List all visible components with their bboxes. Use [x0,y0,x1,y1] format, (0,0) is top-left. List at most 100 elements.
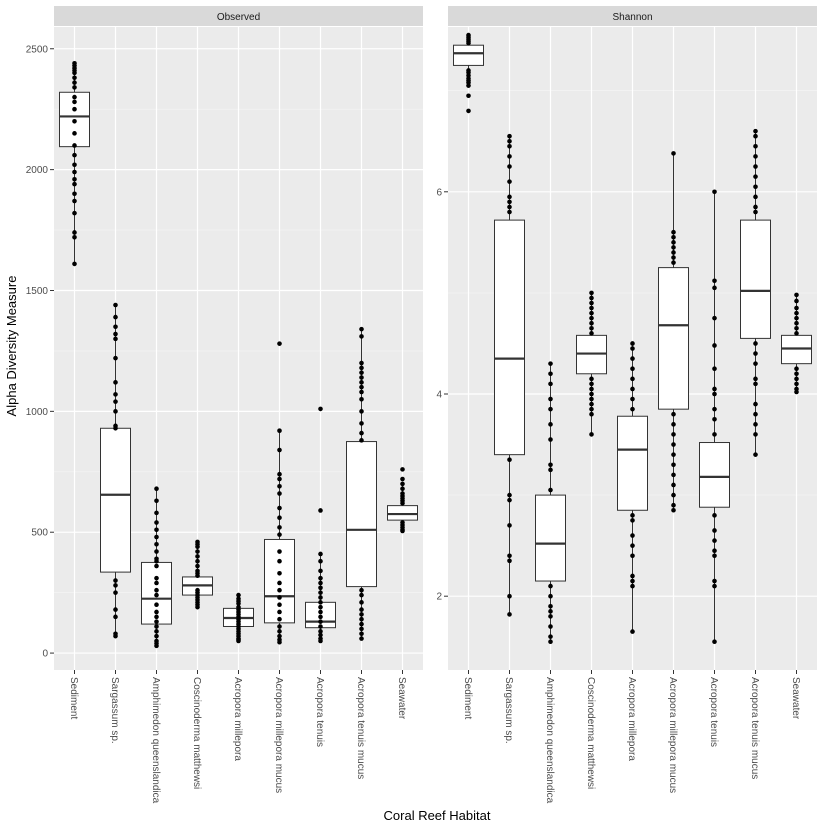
y-tick-label: 1500 [26,286,49,297]
data-point [753,401,758,407]
data-point [236,592,241,598]
x-tick-label: Acropora millepora [232,677,243,761]
data-point [753,154,758,159]
data-point [113,607,118,612]
data-point [154,592,159,598]
data-point [466,83,471,88]
data-point [318,619,323,624]
data-point [277,447,282,453]
data-point [154,558,159,564]
data-point [589,295,594,301]
data-point [507,558,512,564]
data-point [589,331,594,336]
box-amphimedon-queenslandica [141,486,172,649]
data-point [671,240,676,245]
facet-strip [448,6,817,26]
data-point [277,428,282,433]
data-point [277,483,282,489]
iqr-box [100,427,131,573]
data-point [72,162,77,168]
data-point [753,381,758,387]
data-point [113,314,118,320]
data-point [548,406,553,412]
data-point [507,457,512,463]
data-point [548,634,553,639]
data-point [400,528,405,534]
iqr-box [387,505,418,521]
data-point [753,133,758,139]
x-tick-label: Acropora millepora [626,677,637,761]
data-point [466,40,471,46]
x-tick-label: Sargassum sp. [109,677,120,744]
x-tick-label: Coscinoderma matthewsi [585,677,596,789]
data-point [507,593,512,599]
data-point [630,346,635,351]
data-point [753,411,758,417]
data-point [466,108,471,114]
data-point [507,492,512,498]
data-point [154,575,159,581]
data-point [318,580,323,586]
data-point [154,486,159,492]
x-tick-label: Sediment [68,677,79,719]
data-point [712,406,717,412]
data-point [671,452,676,457]
data-point [548,361,553,366]
data-point [671,411,676,417]
data-point [671,234,676,240]
data-point [72,261,77,267]
data-point [794,320,799,326]
box-acropora-millepora [223,592,254,644]
x-tick-label: Acropora millepora mucus [273,677,284,793]
data-point [359,626,364,632]
data-point [318,551,323,557]
data-point [277,515,282,521]
data-point [507,154,512,159]
data-point [154,633,159,639]
data-point [712,315,717,321]
data-point [318,629,323,634]
data-point [671,502,676,508]
iqr-box [535,494,566,582]
data-point [400,500,405,506]
data-point [794,298,799,304]
data-point [507,199,512,205]
x-tick-label: Acropora tenuis mucus [749,677,760,779]
y-tick-label: 6 [436,187,442,198]
data-point [753,174,758,179]
data-point [236,601,241,606]
box-seawater [387,467,418,534]
data-point [712,343,717,348]
panel-observed: Observed 0 500 1000 1500 2000 2500 Sediment Sarg… [26,6,423,804]
data-point [507,143,512,149]
data-point [548,462,553,468]
data-point [712,278,717,284]
data-point [154,624,159,629]
data-point [154,643,159,649]
data-point [277,491,282,496]
data-point [359,370,364,375]
data-point [154,527,159,533]
facet-title: Shannon [612,12,652,23]
data-point [548,467,553,473]
data-point [753,164,758,169]
data-point [359,384,364,390]
data-point [794,366,799,372]
data-point [753,184,758,190]
y-axis-title: Alpha Diversity Measure [4,276,19,417]
data-point [671,432,676,437]
data-point [277,587,282,593]
data-point [359,616,364,622]
data-point [277,624,282,629]
data-point [671,229,676,235]
chart-panels: Observed 0 500 1000 1500 2000 2500 Sediment Sarg… [26,6,817,804]
data-point [589,320,594,326]
x-tick-label: Amphimedon queenslandica [544,677,555,804]
data-point [195,558,200,564]
data-point [72,176,77,182]
x-axis-title: Coral Reef Habitat [384,808,491,823]
data-point [195,573,200,579]
data-point [72,169,77,175]
data-point [113,302,118,308]
